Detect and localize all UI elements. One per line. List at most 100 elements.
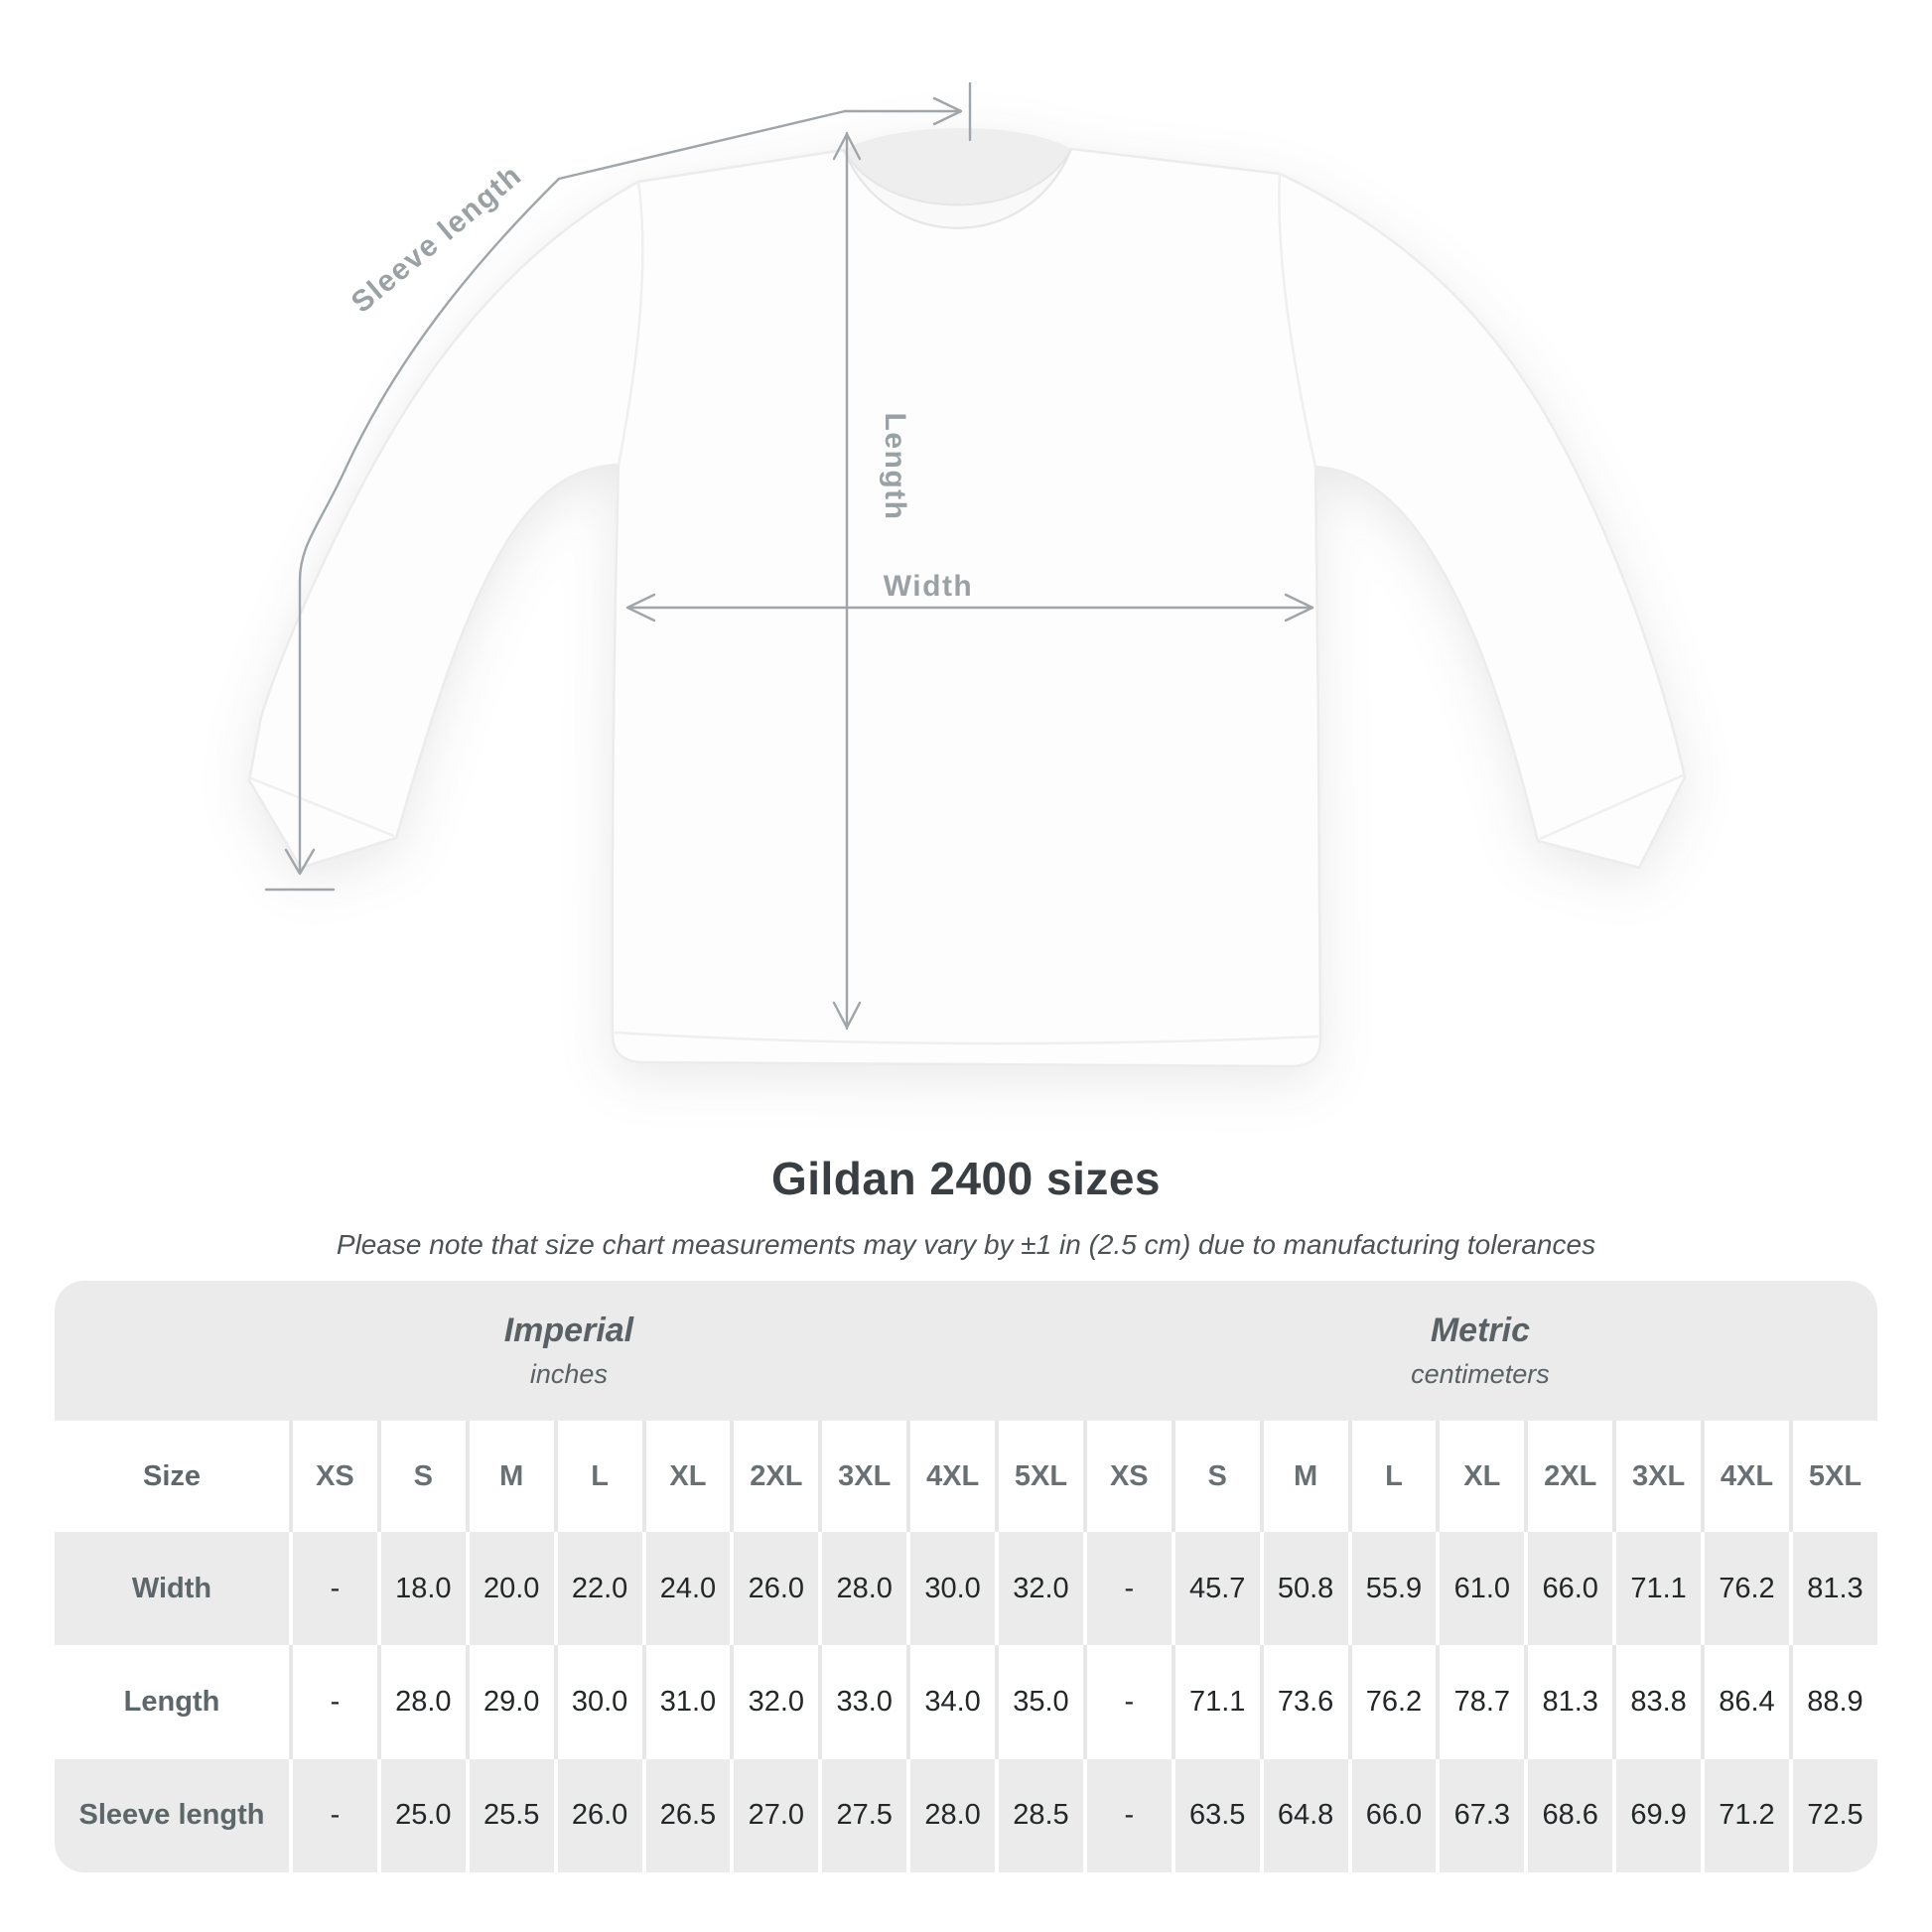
measurement-cell: 76.2 [1347,1645,1437,1759]
measurement-cell: 27.0 [730,1758,818,1872]
table-row: Width -18.0 20.0 22.0 24.0 26.0 28.0 30.0 32.0-4… [55,1532,1877,1646]
collar [843,148,1072,229]
measurement-cell: 61.0 [1436,1532,1524,1646]
measurement-cell: - [1082,1645,1172,1759]
measurement-cell: 78.7 [1436,1645,1524,1759]
size-col-header: L [1347,1421,1437,1532]
row-label: Length [123,1685,220,1718]
measurement-cell: 45.7 [1171,1532,1260,1646]
measurement-cell: 18.0 [376,1532,466,1646]
measurement-cell: 88.9 [1788,1645,1877,1759]
measurement-cell: 34.0 [906,1645,995,1759]
sleeve-length-top-arrow [843,81,972,142]
size-col-header: 3XL [1612,1421,1701,1532]
length-arrow [832,131,862,1031]
measurement-cell: 71.1 [1612,1532,1701,1646]
size-col-header: XS [289,1421,377,1532]
measurement-cell: 27.5 [818,1758,906,1872]
size-col-header: M [1259,1421,1348,1532]
measurement-cell: 20.0 [465,1532,554,1646]
measurement-cell: 50.8 [1259,1532,1348,1646]
imperial-unit-label: inches [529,1359,608,1389]
size-col-header: 2XL [730,1421,818,1532]
size-col-header: XL [641,1421,731,1532]
page-subtitle: Please note that size chart measurements… [336,1229,1596,1260]
measurement-cell: 28.0 [376,1645,466,1759]
measurement-cell: 26.5 [641,1758,731,1872]
measurement-cell: 26.0 [553,1758,642,1872]
measurement-cell: 25.0 [376,1758,466,1872]
shirt-diagram: Sleeve length Length Width [247,81,1687,1068]
measurement-cell: 66.0 [1347,1758,1437,1872]
metric-label: Metric [1430,1311,1530,1349]
measurement-cell: 83.8 [1612,1645,1701,1759]
measurement-cell: 72.5 [1788,1758,1877,1872]
size-col-header: XS [1082,1421,1172,1532]
size-col-header: S [376,1421,466,1532]
size-col-header: 2XL [1524,1421,1612,1532]
size-header-label: Size [142,1459,202,1492]
size-header-row: Size XS S M L XL 2XL 3XL 4XL 5XL XS S M L XL 2XL 3XL 4XL 5… [55,1421,1877,1532]
measurement-cell: 28.5 [995,1758,1083,1872]
width-label: Width [884,570,974,603]
measurement-cell: 28.0 [906,1758,995,1872]
size-col-header: 4XL [906,1421,995,1532]
measurement-cell: 73.6 [1259,1645,1348,1759]
measurement-cell: 68.6 [1524,1758,1612,1872]
size-col-header: S [1171,1421,1260,1532]
size-col-header: XL [1436,1421,1524,1532]
table-row: Length -28.0 29.0 30.0 31.0 32.0 33.0 34.0 35.0-… [55,1645,1877,1759]
width-arrow [625,593,1314,622]
measurement-cell: 31.0 [641,1645,731,1759]
measurement-cell: 25.5 [465,1758,554,1872]
unit-band: Imperial inches Metric centimeters [55,1281,1877,1421]
measurement-cell: - [289,1645,377,1759]
metric-unit-label: centimeters [1411,1359,1550,1389]
size-col-header: 3XL [818,1421,906,1532]
size-col-header: L [553,1421,642,1532]
measurement-cell: - [1082,1758,1172,1872]
measurement-cell: 28.0 [818,1532,906,1646]
measurement-cell: - [1082,1532,1172,1646]
measurement-cell: 64.8 [1259,1758,1348,1872]
page-title: Gildan 2400 sizes [770,1153,1162,1204]
table-row: Sleeve length -25.0 25.5 26.0 26.5 27.0 27.5 28… [55,1758,1877,1872]
measurement-cell: 71.2 [1701,1758,1789,1872]
measurement-cell: - [289,1758,377,1872]
measurement-cell: 71.1 [1171,1645,1260,1759]
measurement-cell: 24.0 [641,1532,731,1646]
size-col-header: M [465,1421,554,1532]
measurement-cell: 63.5 [1171,1758,1260,1872]
imperial-group-header: Imperial inches [55,1281,1083,1421]
measurement-cell: 69.9 [1612,1758,1701,1872]
sleeve-length-line [264,109,847,892]
measurement-cell: 55.9 [1347,1532,1437,1646]
measurement-cell: - [289,1532,377,1646]
metric-group-header: Metric centimeters [1082,1281,1877,1421]
row-label: Sleeve length [78,1799,265,1832]
neck-inside [844,128,1071,206]
measurement-cell: 32.0 [730,1645,818,1759]
measurement-cell: 76.2 [1701,1532,1789,1646]
size-col-header: 4XL [1701,1421,1789,1532]
measurement-cell: 81.3 [1524,1645,1612,1759]
measurement-cell: 22.0 [553,1532,642,1646]
measurement-cell: 30.0 [553,1645,642,1759]
length-label: Length [879,413,911,521]
measurement-cell: 67.3 [1436,1758,1524,1872]
size-col-header: 5XL [1788,1421,1877,1532]
row-label: Width [131,1572,212,1604]
size-table: Imperial inches Metric centimeters Size X… [55,1281,1877,1872]
measurement-cell: 66.0 [1524,1532,1612,1646]
imperial-label: Imperial [503,1311,634,1349]
measurement-cell: 35.0 [995,1645,1083,1759]
measurement-cell: 29.0 [465,1645,554,1759]
shirt-seams [250,173,1684,1045]
measurement-cell: 30.0 [906,1532,995,1646]
size-col-header: 5XL [995,1421,1083,1532]
measurement-cell: 86.4 [1701,1645,1789,1759]
measurement-cell: 33.0 [818,1645,906,1759]
measurement-cell: 26.0 [730,1532,818,1646]
table-body: Imperial inches Metric centimeters Size X… [55,1281,1877,1872]
